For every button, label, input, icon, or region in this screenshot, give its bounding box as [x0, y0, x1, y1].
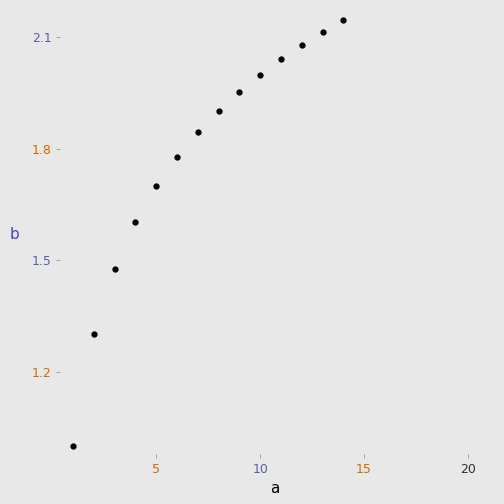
Point — [132, 218, 140, 226]
Point — [90, 330, 98, 338]
Point — [298, 41, 306, 49]
Point — [152, 182, 160, 191]
Point — [360, 5, 368, 13]
Point — [381, 0, 389, 3]
Point — [277, 55, 285, 63]
Y-axis label: b: b — [10, 227, 20, 242]
Point — [235, 88, 243, 96]
Point — [173, 153, 181, 161]
Point — [215, 106, 223, 114]
Point — [194, 128, 202, 136]
X-axis label: a: a — [270, 481, 279, 496]
Point — [339, 16, 347, 24]
Point — [319, 28, 327, 36]
Point — [256, 71, 264, 79]
Point — [69, 442, 77, 450]
Point — [110, 265, 118, 273]
